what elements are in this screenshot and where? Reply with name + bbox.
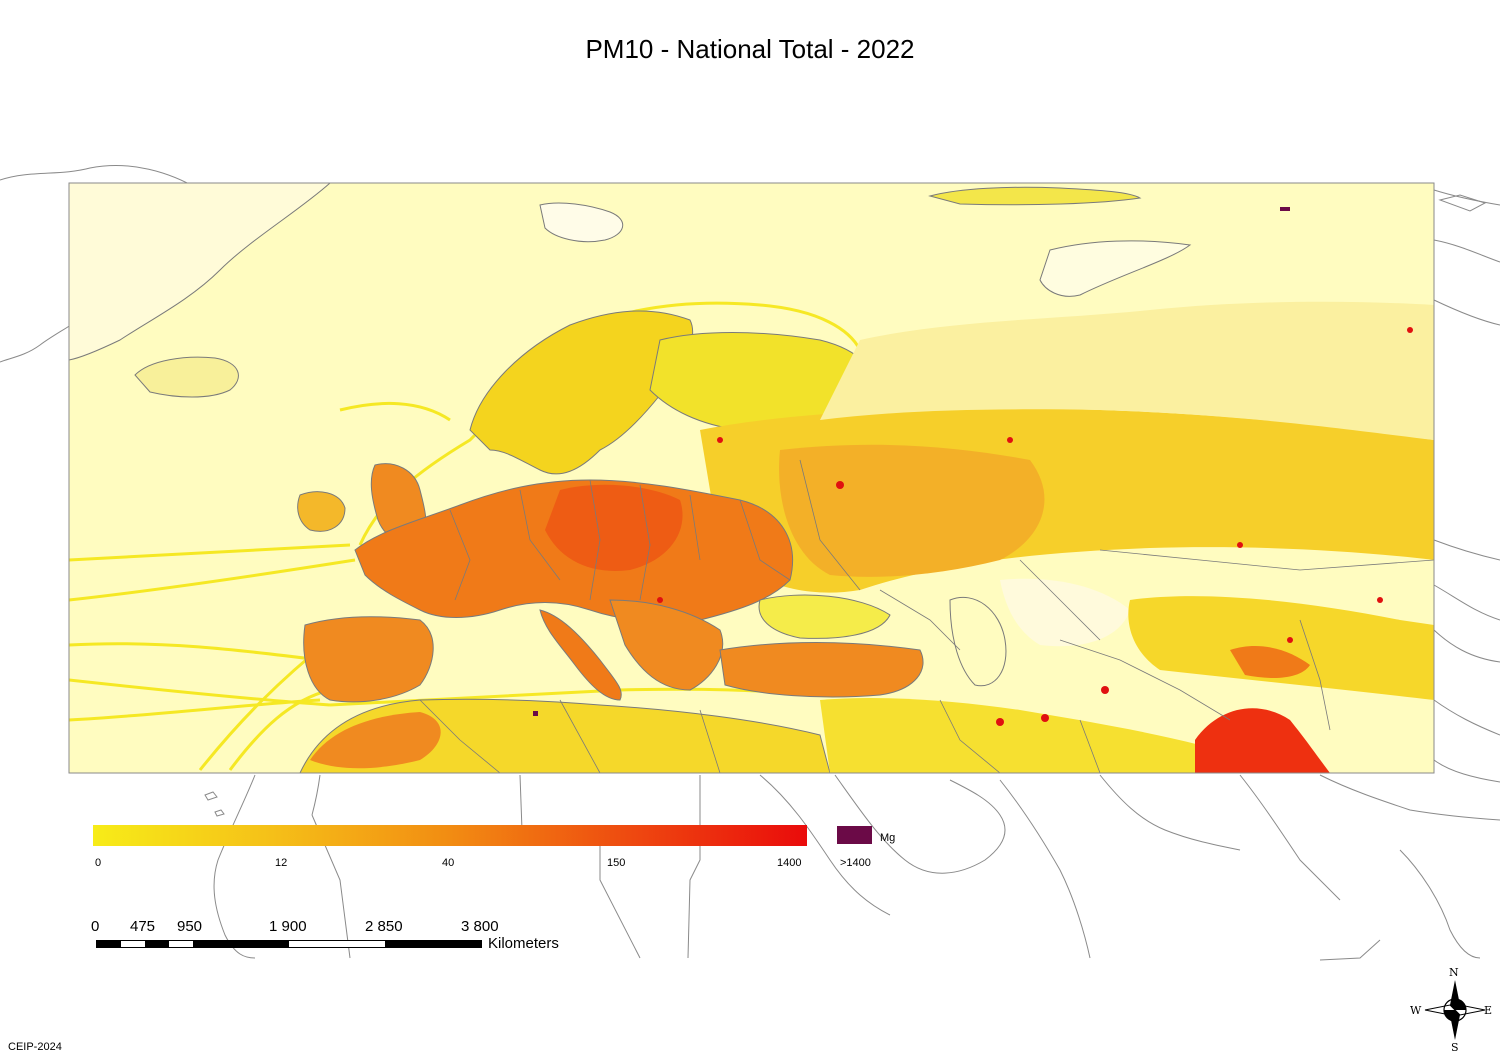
compass-s: S	[1451, 1041, 1459, 1054]
maghreb-hot	[310, 712, 441, 769]
map-frame-border	[68, 182, 1435, 774]
map-title: PM10 - National Total - 2022	[585, 34, 915, 64]
italy	[539, 609, 622, 701]
map-frame-content	[69, 183, 1434, 773]
legend-tick: 40	[442, 857, 455, 869]
novaya-zemlya	[1039, 240, 1192, 297]
russia-central	[779, 444, 1045, 577]
compass-n: N	[1449, 966, 1459, 979]
legend-unit: Mg	[880, 832, 896, 844]
ireland	[297, 491, 346, 532]
legend-over-swatch	[837, 826, 872, 844]
legend-tick: 0	[95, 857, 102, 869]
legend-tick: 150	[607, 857, 626, 869]
black-sea	[758, 594, 891, 639]
scale-label: 475	[130, 918, 156, 935]
turkey	[719, 642, 924, 698]
middle-east	[820, 698, 1200, 773]
legend-color-ramp	[93, 825, 807, 846]
caspian	[949, 596, 1007, 687]
iceland	[134, 356, 239, 398]
legend-tick: 12	[275, 857, 288, 869]
outer-coastlines	[0, 165, 1500, 961]
credit-text: CEIP-2024	[8, 1041, 62, 1053]
over-threshold-spots	[533, 207, 1290, 716]
country-borders	[419, 459, 1434, 773]
pakistan-spots	[1230, 645, 1310, 678]
compass-icon	[1424, 980, 1486, 1040]
scale-label: 950	[177, 918, 203, 935]
scale-label: 0	[91, 918, 100, 935]
greenland	[69, 183, 331, 361]
compass-w: W	[1410, 1004, 1422, 1017]
central-europe-hot	[545, 484, 683, 571]
scale-bar	[96, 940, 482, 948]
outer-islands	[204, 194, 1487, 817]
legend-tick: 1400	[777, 857, 802, 869]
indo-gangetic-plain	[1195, 708, 1330, 773]
franz-josef	[928, 186, 1142, 206]
russia-north	[820, 301, 1434, 440]
iberia	[303, 616, 434, 703]
svalbard	[539, 202, 623, 243]
scale-unit: Kilometers	[488, 935, 559, 952]
scale-label: 3 800	[461, 918, 499, 935]
scale-label: 1 900	[269, 918, 307, 935]
hot-spots	[657, 327, 1413, 726]
central-asia-light	[1000, 578, 1130, 647]
compass-e: E	[1484, 1004, 1493, 1017]
balkans	[609, 599, 724, 691]
scale-label: 2 850	[365, 918, 403, 935]
legend-over-label: >1400	[840, 857, 871, 869]
central-asia	[1128, 596, 1434, 700]
